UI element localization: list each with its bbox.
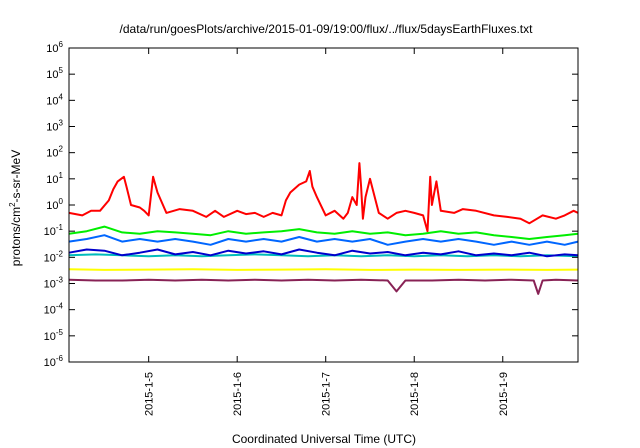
y-tick-exponent: -5 [56,328,64,337]
y-tick-label-1: 105 [46,66,63,81]
y-tick-label-11: 10-5 [44,328,64,343]
y-tick-label-12: 10-6 [44,354,64,369]
y-tick-label-5: 101 [46,171,63,186]
y-tick-base: 10 [46,43,58,55]
y-tick-label-2: 104 [46,92,63,107]
y-tick-label-9: 10-3 [44,276,64,291]
y-tick-exponent: -4 [56,302,64,311]
y-tick-exponent: 6 [59,40,64,49]
plot-frame [68,47,579,363]
y-tick-label-3: 103 [46,119,63,134]
y-tick-exponent: 0 [59,197,64,206]
series-line-1 [68,225,579,240]
series-line-4 [68,248,579,258]
y-axis-label-base: protons/cm [9,207,23,266]
y-tick-exponent: -1 [56,223,64,232]
x-axis-label: Coordinated Universal Time (UTC) [232,432,416,446]
y-tick-base: 10 [46,200,58,212]
x-tick-label-0: 2015-1-5 [144,372,156,416]
series-line-0 [68,162,579,233]
y-tick-exponent: 5 [59,66,64,75]
y-tick-base: 10 [44,331,56,343]
chart-title: /data/run/goesPlots/archive/2015-01-09/1… [120,22,534,36]
series-line-3 [68,253,579,258]
x-tick-label-2: 2015-1-7 [321,372,333,416]
y-tick-exponent: 1 [59,171,64,180]
y-tick-label-10: 10-4 [44,302,64,317]
axes-layer: 10610510410310210110010-110-210-310-410-… [44,40,579,416]
y-tick-exponent: -2 [56,249,64,258]
y-tick-base: 10 [46,148,58,160]
y-tick-base: 10 [46,122,58,134]
y-tick-base: 10 [44,357,56,369]
y-tick-exponent: -6 [56,354,64,363]
series-layer [68,162,579,295]
y-tick-base: 10 [44,305,56,317]
y-tick-exponent: 3 [59,119,64,128]
series-line-5 [68,268,579,271]
y-axis-label-rest: -s-sr-MeV [9,150,23,203]
y-tick-exponent: -3 [56,276,64,285]
y-tick-label-6: 100 [46,197,63,212]
series-line-2 [68,234,579,246]
x-tick-label-1: 2015-1-6 [232,372,244,416]
y-tick-base: 10 [46,69,58,81]
y-tick-base: 10 [44,279,56,291]
y-tick-base: 10 [44,226,56,238]
y-tick-base: 10 [46,174,58,186]
x-tick-label-4: 2015-1-9 [498,372,510,416]
y-tick-base: 10 [44,252,56,264]
y-axis-label-sup: 2 [8,202,17,207]
series-line-6 [68,278,579,295]
y-tick-exponent: 2 [59,145,64,154]
y-axis-label: protons/cm2-s-sr-MeV [8,150,23,266]
y-tick-label-4: 102 [46,145,63,160]
x-tick-label-3: 2015-1-8 [409,372,421,416]
y-tick-base: 10 [46,95,58,107]
y-tick-exponent: 4 [59,92,64,101]
y-tick-label-0: 106 [46,40,63,55]
y-tick-label-8: 10-2 [44,249,64,264]
y-tick-label-7: 10-1 [44,223,64,238]
